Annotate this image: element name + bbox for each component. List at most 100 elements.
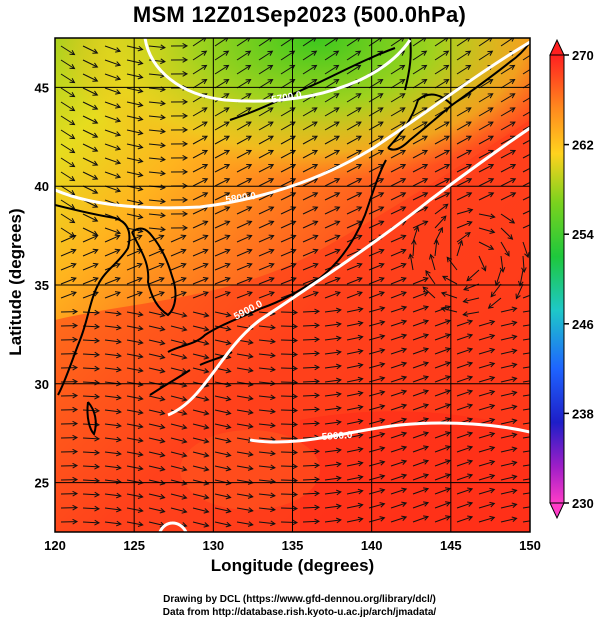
streamline-segment bbox=[456, 178, 472, 187]
streamline-segment bbox=[192, 479, 209, 485]
streamline-segment bbox=[214, 437, 231, 442]
streamline-segment bbox=[346, 406, 363, 411]
streamline-arrowhead bbox=[487, 121, 494, 127]
streamline-arrowhead bbox=[534, 518, 539, 523]
streamline-arrowhead bbox=[532, 65, 537, 69]
streamline-arrowhead bbox=[532, 122, 537, 126]
streamline-arrowhead bbox=[137, 395, 144, 401]
streamline-segment bbox=[302, 192, 318, 201]
streamline-arrowhead bbox=[94, 393, 101, 400]
streamline-arrowhead bbox=[268, 248, 275, 254]
streamline-segment bbox=[104, 451, 121, 455]
streamline-segment bbox=[522, 408, 530, 411]
streamline-segment bbox=[434, 404, 451, 411]
streamline-arrowhead bbox=[224, 206, 231, 212]
streamline-segment bbox=[82, 353, 100, 356]
streamline-segment bbox=[280, 263, 296, 271]
streamline-arrowhead bbox=[246, 206, 253, 212]
streamline-segment bbox=[280, 249, 296, 257]
streamline-arrowhead bbox=[290, 178, 297, 184]
streamline-arrowhead bbox=[270, 492, 276, 499]
streamline-segment bbox=[214, 311, 231, 316]
streamline-segment bbox=[60, 59, 75, 70]
streamline-segment bbox=[390, 306, 407, 313]
streamline-arrowhead bbox=[511, 362, 518, 369]
streamline-arrowhead bbox=[203, 480, 210, 486]
streamline-segment bbox=[346, 392, 363, 397]
streamline-arrowhead bbox=[94, 323, 101, 330]
streamline-segment bbox=[82, 249, 98, 257]
streamline-arrowhead bbox=[181, 424, 188, 430]
streamline-segment bbox=[192, 507, 209, 513]
streamline-arrowhead bbox=[181, 452, 188, 458]
streamline-segment bbox=[478, 213, 495, 218]
streamline-arrowhead bbox=[399, 121, 406, 127]
streamline-arrowhead bbox=[116, 492, 122, 499]
streamline-segment bbox=[126, 395, 143, 400]
streamline-segment bbox=[126, 521, 143, 526]
streamline-arrowhead bbox=[334, 291, 341, 297]
streamline-arrowhead bbox=[504, 250, 510, 257]
colorbar-bottom-arrow bbox=[549, 502, 565, 520]
streamline-segment bbox=[412, 460, 429, 467]
streamline-segment bbox=[412, 107, 428, 117]
streamline-arrowhead bbox=[466, 275, 473, 282]
streamline-arrowhead bbox=[225, 521, 232, 528]
streamline-segment bbox=[60, 213, 75, 224]
streamline-arrowhead bbox=[203, 466, 210, 472]
streamline-arrowhead bbox=[181, 396, 188, 402]
streamline-arrowhead bbox=[467, 389, 474, 395]
streamline-segment bbox=[82, 277, 99, 285]
streamline-segment bbox=[456, 50, 471, 61]
streamline-arrowhead bbox=[137, 185, 144, 192]
streamline-arrowhead bbox=[444, 164, 451, 170]
y-tick-label: 25 bbox=[35, 476, 49, 491]
streamline-segment bbox=[456, 334, 473, 341]
streamline-segment bbox=[434, 446, 451, 453]
streamline-segment bbox=[126, 101, 143, 106]
streamline-segment bbox=[236, 164, 252, 173]
streamline-arrowhead bbox=[312, 220, 319, 226]
streamline-arrowhead bbox=[378, 149, 385, 155]
streamline-arrowhead bbox=[225, 493, 232, 500]
streamline-segment bbox=[236, 423, 253, 428]
streamline-arrowhead bbox=[400, 291, 407, 297]
streamline-arrowhead bbox=[379, 362, 386, 368]
streamline-arrowhead bbox=[445, 333, 452, 339]
streamline-arrowhead bbox=[401, 445, 408, 451]
streamline-segment bbox=[258, 339, 275, 343]
streamline-arrowhead bbox=[70, 234, 77, 240]
streamline-segment bbox=[104, 45, 121, 52]
colorbar-bar bbox=[549, 54, 565, 504]
streamline-arrowhead bbox=[378, 178, 385, 184]
streamline-segment bbox=[324, 291, 341, 299]
streamline-arrowhead bbox=[292, 505, 299, 512]
streamline-segment bbox=[390, 334, 407, 341]
streamline-segment bbox=[126, 325, 143, 330]
streamline-arrowhead bbox=[336, 419, 342, 426]
streamline-segment bbox=[302, 220, 318, 229]
streamline-segment bbox=[522, 224, 530, 229]
streamline-segment bbox=[434, 178, 450, 187]
streamline-segment bbox=[170, 291, 187, 299]
streamline-arrowhead bbox=[399, 79, 406, 85]
streamline-segment bbox=[126, 129, 143, 134]
streamline-arrowhead bbox=[357, 502, 364, 509]
streamline-segment bbox=[522, 422, 530, 425]
streamline-segment bbox=[522, 366, 530, 369]
streamline-segment bbox=[82, 115, 98, 124]
streamline-segment bbox=[412, 135, 428, 145]
streamline-segment bbox=[258, 235, 274, 243]
streamline-segment bbox=[82, 479, 100, 482]
streamline-segment bbox=[522, 380, 530, 383]
streamline-arrowhead bbox=[137, 409, 144, 415]
streamline-arrowhead bbox=[116, 478, 122, 485]
streamline-arrowhead bbox=[292, 407, 299, 414]
streamline-segment bbox=[434, 334, 451, 341]
streamline-arrowhead bbox=[94, 379, 101, 386]
streamline-segment bbox=[412, 178, 428, 187]
streamline-arrowhead bbox=[443, 38, 449, 42]
streamline-arrowhead bbox=[116, 436, 122, 443]
streamline-segment bbox=[170, 409, 187, 415]
streamline-arrowhead bbox=[334, 234, 341, 240]
